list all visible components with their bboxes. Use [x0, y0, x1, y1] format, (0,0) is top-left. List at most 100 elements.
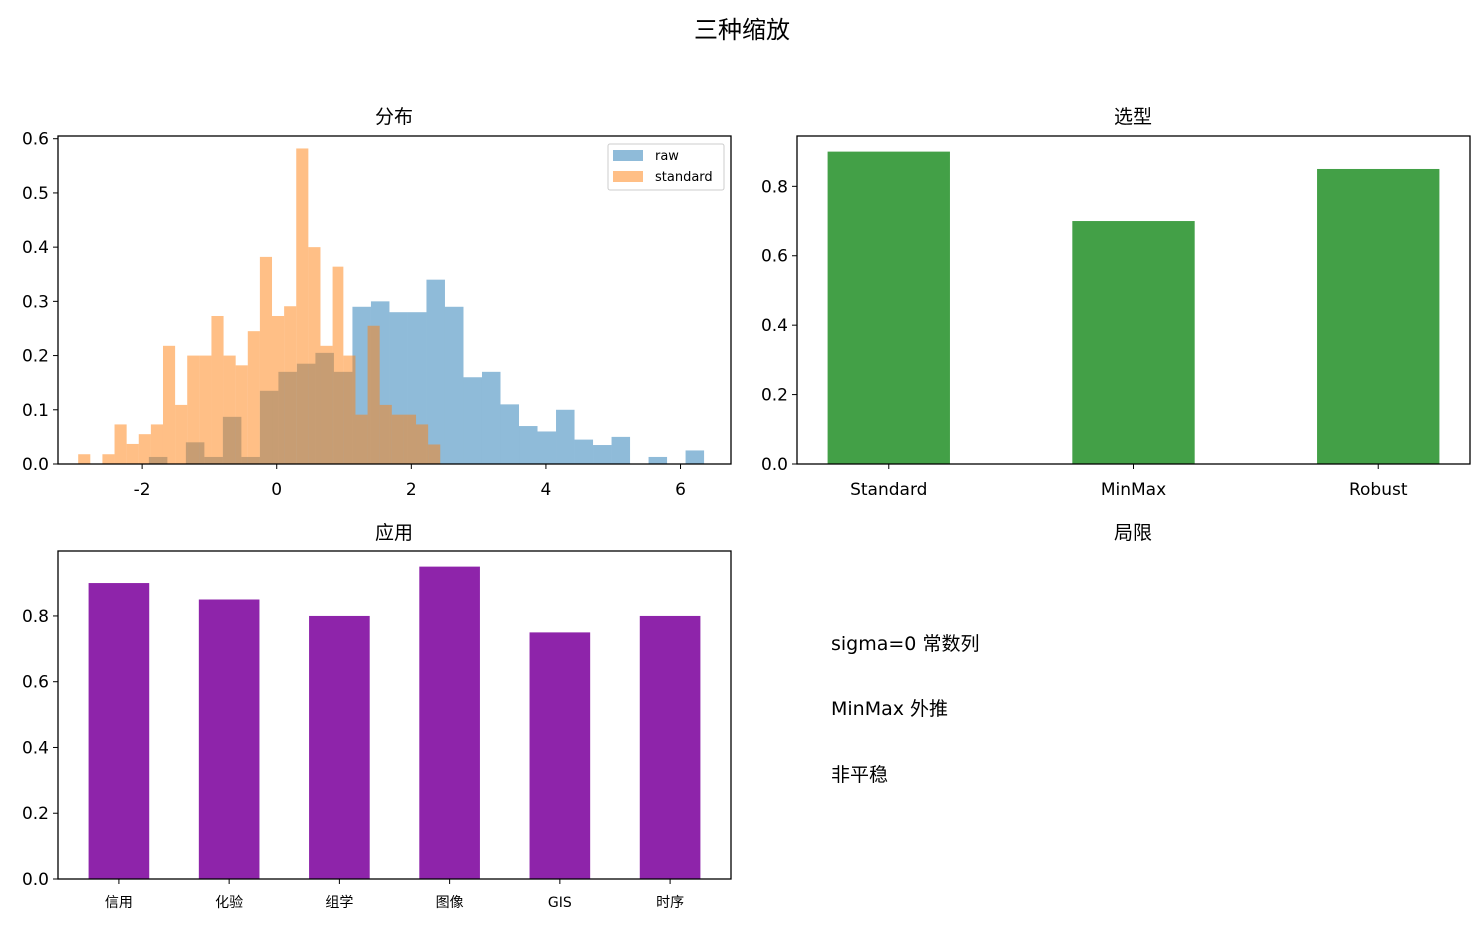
hist-bar-standard [247, 331, 260, 464]
application-xtick-label: GIS [548, 895, 572, 911]
hist-bar-standard [367, 325, 380, 464]
distribution-ytick-label: 0.6 [22, 130, 49, 150]
hist-bar-standard [102, 454, 115, 464]
distribution-ytick-label: 0.4 [22, 238, 49, 258]
distribution-xtick-label: 6 [675, 480, 686, 500]
hist-bar-standard [187, 355, 200, 464]
hist-bar-standard [308, 247, 321, 464]
application-bar [419, 566, 480, 879]
distribution-bars [78, 148, 705, 464]
selection-title: 选型 [1114, 106, 1152, 128]
hist-bar-raw [648, 456, 668, 464]
selection-ytick-label: 0.8 [761, 177, 788, 197]
hist-bar-raw [444, 306, 464, 464]
distribution-title: 分布 [375, 106, 413, 128]
legend-label-raw: raw [655, 149, 679, 164]
distribution-ytick-label: 0.1 [22, 401, 49, 421]
legend-swatch-standard [613, 171, 643, 182]
legend-label-standard: standard [655, 170, 713, 185]
selection-axes: 0.0 0.2 0.4 0.6 0.8 Standard MinMax Robust [761, 135, 1471, 500]
hist-bar-standard [379, 404, 392, 464]
application-ytick-label: 0.6 [22, 673, 49, 693]
selection-ytick-label: 0.0 [761, 455, 788, 475]
hist-bar-standard [296, 148, 309, 464]
application-ytick-label: 0.4 [22, 738, 49, 758]
hist-bar-standard [343, 355, 356, 464]
application-ytick-label: 0.8 [22, 607, 49, 627]
hist-bar-raw [500, 404, 520, 464]
hist-bar-raw [685, 450, 705, 464]
selection-bars [827, 151, 1440, 464]
hist-bar-standard [391, 414, 404, 464]
hist-bar-raw [556, 409, 575, 464]
hist-bar-standard [162, 345, 176, 464]
hist-bar-raw [537, 431, 557, 464]
selection-bar [1317, 168, 1440, 464]
application-bar [198, 599, 260, 879]
hist-bar-standard [355, 414, 368, 464]
selection-bar [827, 151, 950, 464]
distribution-xtick-label: 4 [541, 480, 552, 500]
hist-bar-standard [223, 355, 236, 464]
hist-bar-raw [481, 371, 501, 464]
application-panel: 应用 0.0 0.2 0.4 0.6 0.8 信用 化验 组学 图像 GIS 时序 [22, 522, 732, 911]
application-bar [88, 583, 150, 879]
hist-bar-standard [272, 315, 285, 464]
application-xtick-label: 图像 [436, 895, 464, 911]
hist-bar-standard [259, 256, 273, 464]
hist-bar-standard [126, 443, 139, 464]
distribution-xtick-label: -2 [134, 480, 151, 500]
figure-title: 三种缩放 [694, 16, 790, 44]
hist-bar-standard [175, 404, 188, 464]
distribution-ytick-label: 0.3 [22, 292, 49, 312]
selection-ytick-label: 0.6 [761, 247, 788, 267]
selection-xtick-label: Robust [1349, 480, 1408, 500]
application-xtick-label: 化验 [215, 895, 243, 911]
hist-bar-standard [150, 424, 163, 464]
selection-panel: 选型 0.0 0.2 0.4 0.6 0.8 Standard MinMax Robust [761, 106, 1471, 500]
legend-swatch-raw [613, 150, 643, 161]
distribution-ytick-label: 0.0 [22, 455, 49, 475]
application-ytick-label: 0.0 [22, 870, 49, 890]
hist-bar-standard [320, 345, 333, 464]
hist-bar-standard [199, 355, 212, 464]
application-title: 应用 [375, 522, 413, 544]
limitations-panel: 局限 sigma=0 常数列 MinMax 外推 非平稳 [831, 522, 1152, 786]
hist-bar-standard [138, 434, 151, 464]
application-bars [88, 566, 701, 879]
application-xtick-label: 组学 [325, 895, 353, 911]
distribution-legend: raw standard [607, 143, 725, 191]
hist-bar-standard [332, 266, 344, 464]
hist-bar-standard [403, 414, 417, 464]
hist-bar-standard [78, 454, 91, 464]
selection-xtick-label: Standard [850, 480, 927, 500]
application-bar [529, 632, 591, 879]
hist-bar-raw [593, 445, 612, 464]
distribution-ytick-label: 0.2 [22, 347, 49, 367]
hist-bar-standard [428, 444, 441, 464]
application-bar [639, 615, 701, 879]
application-xtick-label: 信用 [105, 895, 133, 911]
selection-ytick-label: 0.2 [761, 386, 788, 406]
limitation-note-minmax: MinMax 外推 [831, 698, 948, 720]
distribution-xtick-label: 2 [406, 480, 417, 500]
selection-bar [1072, 221, 1195, 464]
hist-bar-standard [284, 306, 297, 464]
hist-bar-raw [426, 279, 445, 464]
distribution-ytick-label: 0.5 [22, 184, 49, 204]
selection-ytick-label: 0.4 [761, 316, 788, 336]
application-ytick-label: 0.2 [22, 804, 49, 824]
hist-bar-standard [235, 365, 248, 464]
distribution-axes-frame [57, 135, 732, 465]
hist-bar-raw [463, 377, 482, 464]
hist-bar-standard [114, 424, 127, 464]
distribution-xtick-label: 0 [271, 480, 282, 500]
application-axes: 0.0 0.2 0.4 0.6 0.8 信用 化验 组学 图像 GIS 时序 [22, 550, 732, 911]
hist-bar-raw [611, 436, 631, 464]
hist-bar-standard [416, 424, 429, 464]
limitation-note-sigma: sigma=0 常数列 [831, 633, 979, 655]
limitation-note-nonstationary: 非平稳 [831, 764, 888, 786]
distribution-panel: 分布 0.0 0.1 0.2 0.3 0.4 0.5 0.6 -2 0 2 4 6 raw stand… [22, 106, 732, 500]
hist-bar-standard [211, 315, 224, 464]
